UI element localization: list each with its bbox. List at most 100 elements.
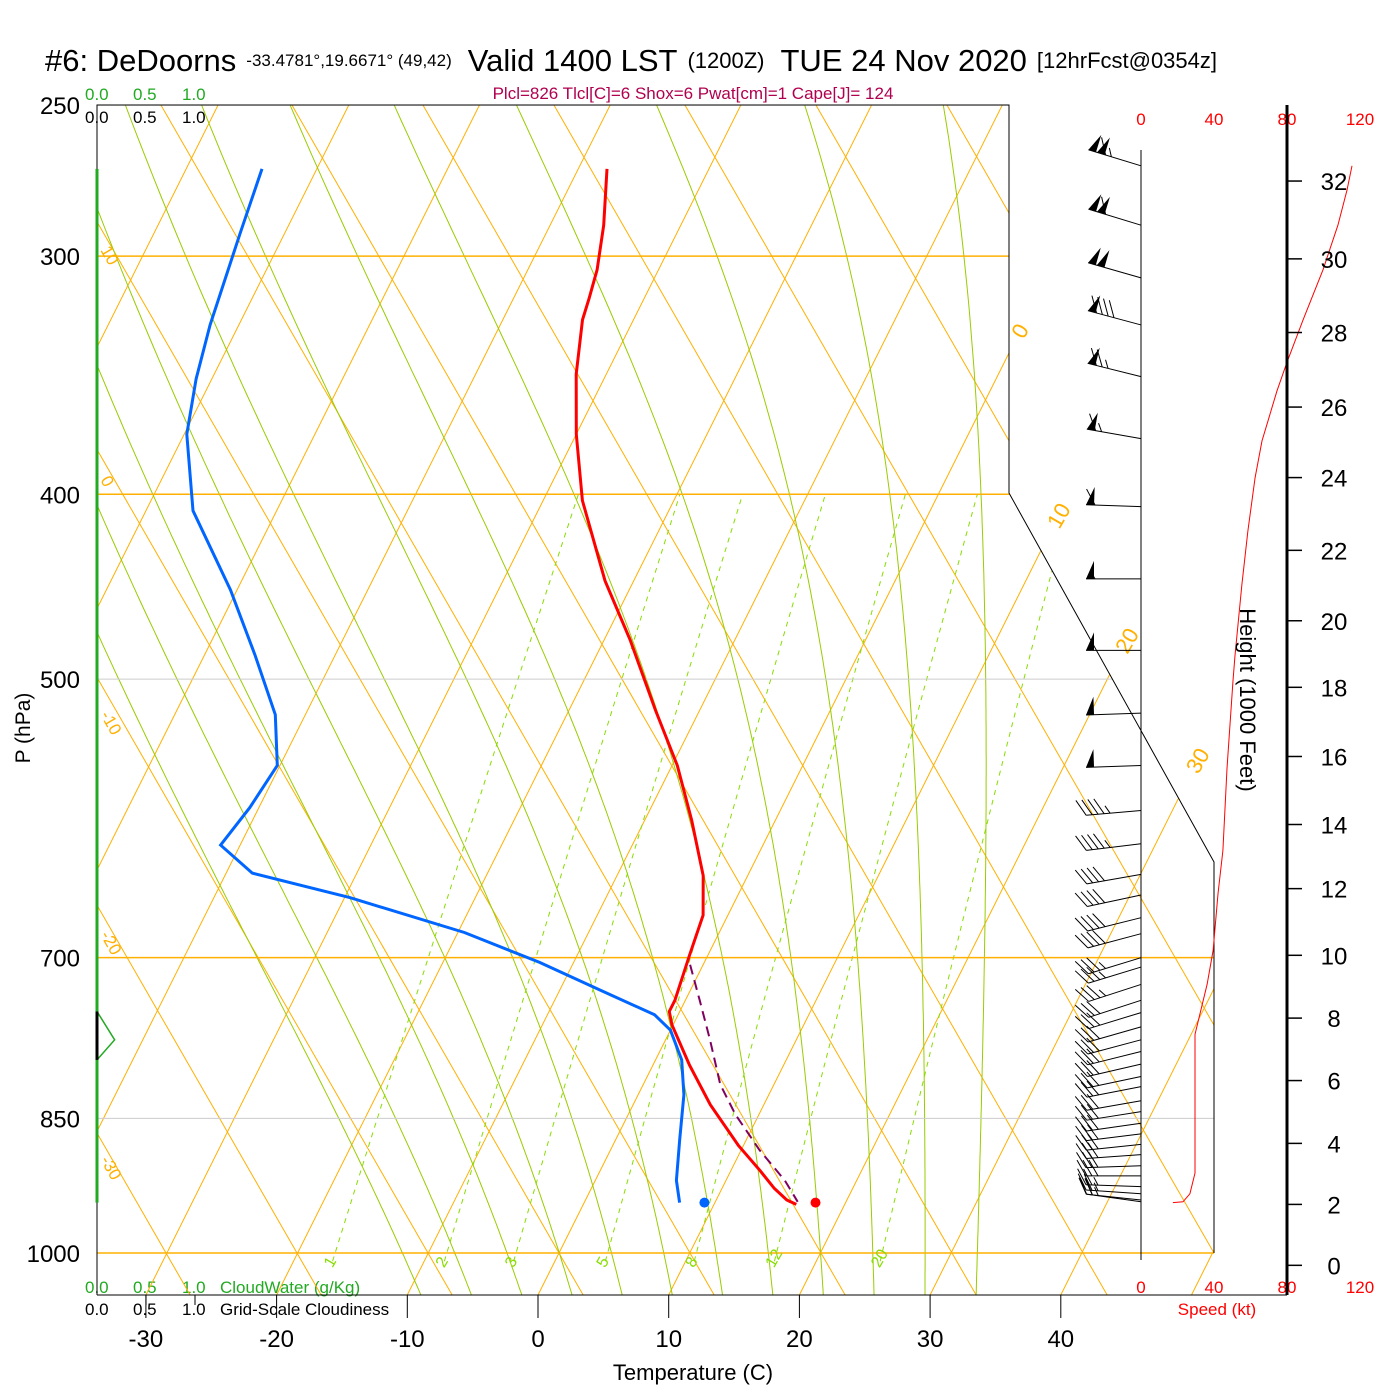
mixing-ratio-label: 3 bbox=[502, 1254, 521, 1270]
barb-feather bbox=[1080, 1082, 1094, 1097]
barb-half-feather bbox=[1098, 961, 1106, 969]
barb-half-feather bbox=[1108, 147, 1112, 157]
barb-staff bbox=[1088, 966, 1142, 984]
barb-feather bbox=[1074, 970, 1089, 984]
barb-feather bbox=[1075, 835, 1087, 851]
barb-pennant bbox=[1086, 560, 1094, 579]
barb-feather bbox=[1086, 1093, 1100, 1109]
cloudiness-tick: 0.5 bbox=[133, 108, 157, 127]
barb-feather bbox=[1079, 1177, 1087, 1195]
barb-staff bbox=[1087, 1075, 1142, 1089]
wind-barb bbox=[1086, 412, 1142, 440]
height-tick-label: 4 bbox=[1327, 1131, 1340, 1158]
dry-adiabat-line bbox=[97, 105, 322, 1295]
barb-feather bbox=[1074, 1015, 1089, 1030]
temperature-profile bbox=[574, 168, 797, 1206]
height-tick-label: 30 bbox=[1321, 247, 1348, 274]
forecast-info: [12hrFcst@0354z] bbox=[1037, 48, 1217, 73]
barb-feather bbox=[1080, 1115, 1093, 1131]
height-tick-label: 6 bbox=[1327, 1069, 1340, 1096]
barb-feather bbox=[1080, 1072, 1094, 1087]
barb-feather bbox=[1088, 1159, 1099, 1177]
isotherm-label: 30 bbox=[1181, 744, 1215, 778]
pressure-tick-label: 1000 bbox=[27, 1241, 80, 1268]
barb-half-feather bbox=[1104, 805, 1111, 814]
barb-feather bbox=[1080, 1104, 1093, 1120]
barb-staff bbox=[1086, 873, 1142, 885]
height-tick-label: 2 bbox=[1327, 1192, 1340, 1219]
wind-barb bbox=[1074, 1048, 1142, 1066]
barb-feather bbox=[1086, 1048, 1100, 1063]
barb-staff bbox=[1087, 1039, 1142, 1055]
mixing-ratio-line bbox=[443, 494, 681, 1262]
dry-adiabat-line bbox=[97, 105, 453, 1295]
barb-feather bbox=[1080, 1061, 1094, 1076]
height-tick-label: 28 bbox=[1321, 321, 1348, 348]
wind-barb bbox=[1074, 999, 1142, 1018]
barb-feather bbox=[1076, 1159, 1087, 1177]
barb-feather bbox=[1086, 890, 1100, 905]
cloudwater-profile bbox=[96, 1011, 116, 1061]
temperature-tick-label: 10 bbox=[655, 1326, 682, 1353]
barb-feather bbox=[1077, 1173, 1087, 1191]
isotherm-line bbox=[929, 105, 1214, 1295]
barb-half-feather bbox=[1093, 1176, 1099, 1186]
moist-adiabat-line bbox=[118, 105, 624, 1295]
barb-feather bbox=[1080, 1027, 1095, 1041]
forecast-date: TUE 24 Nov 2020 bbox=[781, 43, 1027, 78]
barb-staff bbox=[1086, 1165, 1142, 1169]
barb-pennant bbox=[1088, 134, 1102, 153]
height-tick-label: 20 bbox=[1321, 609, 1348, 636]
barb-feather bbox=[1089, 413, 1097, 431]
cloudiness-label: Grid-Scale Cloudiness bbox=[220, 1300, 389, 1319]
moist-adiabat-line bbox=[508, 105, 824, 1295]
wind-barb bbox=[1079, 1177, 1142, 1203]
mixing-ratio-line bbox=[332, 494, 579, 1262]
barb-feather bbox=[1074, 1096, 1088, 1111]
barb-feather bbox=[1088, 1151, 1099, 1168]
adiabat-label: 0 bbox=[97, 473, 118, 491]
wind-barb bbox=[1074, 1093, 1142, 1111]
cloud-legend-bottom: 0.0 0.5 1.0 CloudWater (g/Kg) 0.0 0.5 1.… bbox=[85, 1278, 389, 1319]
wind-barb bbox=[1087, 347, 1142, 378]
barb-feather bbox=[1086, 1103, 1099, 1119]
isotherm-label: 20 bbox=[1110, 624, 1144, 658]
wind-barb bbox=[1086, 560, 1141, 580]
barb-feather bbox=[1096, 349, 1103, 368]
barb-staff bbox=[1087, 894, 1142, 907]
barb-staff bbox=[1086, 1122, 1142, 1132]
wind-barb bbox=[1075, 833, 1142, 851]
height-tick-label: 24 bbox=[1321, 466, 1348, 493]
barb-staff bbox=[1086, 1193, 1142, 1203]
wind-barb bbox=[1074, 1012, 1142, 1030]
barb-staff bbox=[1086, 1133, 1142, 1142]
height-tick-label: 18 bbox=[1321, 675, 1348, 702]
barb-feather bbox=[1080, 1049, 1094, 1064]
wind-barb bbox=[1078, 1177, 1142, 1201]
chart-title: #6: DeDoorns -33.4781°,19.6671° (49,42) … bbox=[45, 43, 1217, 78]
wind-barb bbox=[1074, 1080, 1142, 1098]
barb-staff bbox=[1086, 1111, 1142, 1121]
wind-barb bbox=[1088, 134, 1142, 167]
moist-adiabat-line bbox=[940, 105, 987, 1295]
barb-feather bbox=[1081, 799, 1093, 816]
barb-half-feather bbox=[1098, 989, 1107, 997]
barb-feather bbox=[1086, 1025, 1101, 1040]
barb-feather bbox=[1076, 1152, 1087, 1168]
moist-adiabat-line bbox=[194, 105, 674, 1295]
utc-time: (1200Z) bbox=[687, 48, 764, 73]
isotherm-line bbox=[97, 105, 480, 1295]
barb-feather bbox=[1087, 1124, 1099, 1140]
mixing-ratio-line bbox=[513, 494, 744, 1262]
cloudiness-tick: 1.0 bbox=[182, 108, 206, 127]
wind-barb bbox=[1074, 966, 1142, 984]
barb-staff bbox=[1086, 1086, 1142, 1098]
valid-time: Valid 1400 LST bbox=[468, 43, 678, 78]
height-tick-label: 0 bbox=[1327, 1253, 1340, 1280]
barb-staff bbox=[1087, 362, 1142, 378]
mixing-ratio-label: 2 bbox=[433, 1254, 452, 1270]
barb-staff bbox=[1087, 933, 1142, 949]
barb-feather bbox=[1074, 988, 1090, 1002]
wind-barb bbox=[1074, 1071, 1142, 1089]
